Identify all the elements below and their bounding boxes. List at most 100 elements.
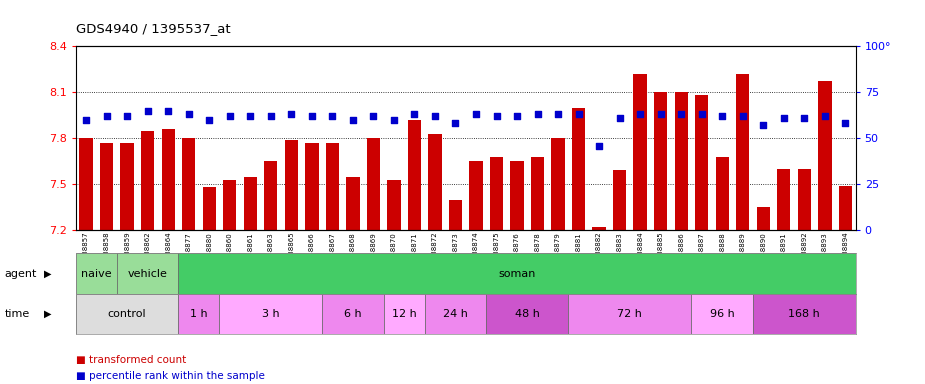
Bar xyxy=(223,180,237,230)
Bar xyxy=(346,177,360,230)
Bar xyxy=(511,161,524,230)
Bar xyxy=(366,138,380,230)
Point xyxy=(756,122,771,128)
Bar xyxy=(203,187,216,230)
Text: soman: soman xyxy=(499,268,536,279)
Bar xyxy=(179,294,219,334)
Bar xyxy=(449,200,462,230)
Bar xyxy=(305,143,318,230)
Text: naive: naive xyxy=(81,268,112,279)
Bar xyxy=(219,294,322,334)
Text: vehicle: vehicle xyxy=(128,268,167,279)
Bar xyxy=(839,186,852,230)
Point xyxy=(715,113,730,119)
Bar xyxy=(384,294,425,334)
Point xyxy=(530,111,545,118)
Point xyxy=(633,111,648,118)
Bar xyxy=(716,157,729,230)
Point xyxy=(99,113,114,119)
Bar xyxy=(736,74,749,230)
Bar xyxy=(265,161,277,230)
Point xyxy=(510,113,524,119)
Text: 72 h: 72 h xyxy=(618,309,642,319)
Point xyxy=(818,113,833,119)
Text: 1 h: 1 h xyxy=(191,309,208,319)
Point xyxy=(304,113,319,119)
Bar xyxy=(572,108,586,230)
Bar xyxy=(634,74,647,230)
Point xyxy=(673,111,688,118)
Bar xyxy=(531,157,544,230)
Text: ▶: ▶ xyxy=(44,309,52,319)
Bar xyxy=(469,161,483,230)
Point xyxy=(838,121,853,127)
Text: 24 h: 24 h xyxy=(443,309,468,319)
Bar xyxy=(285,140,298,230)
Text: 12 h: 12 h xyxy=(392,309,416,319)
Text: ■ transformed count: ■ transformed count xyxy=(76,355,186,365)
Text: agent: agent xyxy=(5,268,37,279)
Bar xyxy=(777,169,791,230)
Bar xyxy=(797,169,811,230)
Point xyxy=(161,108,176,114)
Bar xyxy=(757,207,770,230)
Point xyxy=(222,113,237,119)
Point xyxy=(366,113,381,119)
Point xyxy=(264,113,278,119)
Text: 3 h: 3 h xyxy=(262,309,279,319)
Bar xyxy=(243,177,257,230)
Bar xyxy=(322,294,384,334)
Point xyxy=(79,117,93,123)
Point xyxy=(387,117,401,123)
Point xyxy=(325,113,339,119)
Bar xyxy=(162,129,175,230)
Bar xyxy=(388,180,401,230)
Bar xyxy=(76,294,179,334)
Text: 96 h: 96 h xyxy=(709,309,734,319)
Bar xyxy=(753,294,856,334)
Text: 168 h: 168 h xyxy=(788,309,820,319)
Point xyxy=(550,111,565,118)
Bar xyxy=(654,92,667,230)
Text: GDS4940 / 1395537_at: GDS4940 / 1395537_at xyxy=(76,22,230,35)
Bar xyxy=(425,294,487,334)
Bar xyxy=(692,294,753,334)
Bar xyxy=(674,92,688,230)
Point xyxy=(592,142,607,149)
Bar xyxy=(120,143,134,230)
Text: ■ percentile rank within the sample: ■ percentile rank within the sample xyxy=(76,371,265,381)
Bar xyxy=(179,253,856,294)
Bar xyxy=(182,138,195,230)
Bar xyxy=(117,253,179,294)
Point xyxy=(427,113,442,119)
Point xyxy=(797,115,812,121)
Text: control: control xyxy=(108,309,146,319)
Point xyxy=(345,117,360,123)
Text: 6 h: 6 h xyxy=(344,309,362,319)
Point xyxy=(776,115,791,121)
Point xyxy=(181,111,196,118)
Bar xyxy=(695,95,709,230)
Text: ▶: ▶ xyxy=(44,268,52,279)
Bar xyxy=(613,170,626,230)
Bar xyxy=(100,143,113,230)
Bar xyxy=(428,134,441,230)
Point xyxy=(489,113,504,119)
Point xyxy=(735,113,750,119)
Bar xyxy=(326,143,339,230)
Point xyxy=(572,111,586,118)
Point xyxy=(119,113,134,119)
Bar xyxy=(141,131,154,230)
Bar xyxy=(80,138,93,230)
Bar xyxy=(487,294,568,334)
Point xyxy=(612,115,627,121)
Bar xyxy=(76,253,117,294)
Point xyxy=(653,111,668,118)
Point xyxy=(448,121,462,127)
Point xyxy=(469,111,484,118)
Bar xyxy=(592,227,606,230)
Bar xyxy=(568,294,692,334)
Point xyxy=(202,117,216,123)
Bar xyxy=(551,138,565,230)
Point xyxy=(284,111,299,118)
